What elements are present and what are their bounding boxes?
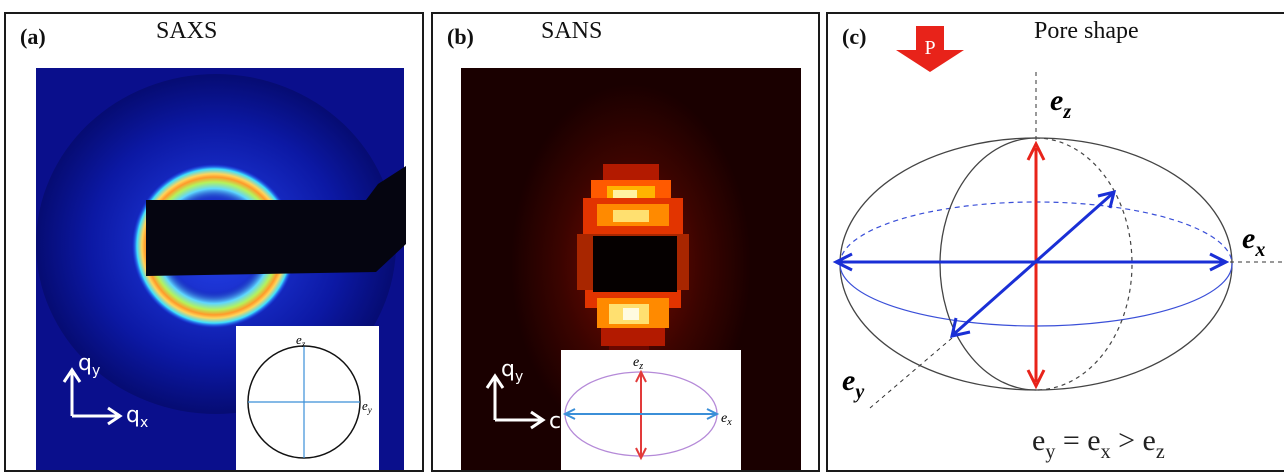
meridian-front [939, 137, 1037, 391]
sans-inset-top-label: ez [633, 355, 643, 372]
panel-title-pore-shape: Pore shape [1034, 18, 1139, 44]
pressure-label: P [924, 37, 935, 59]
panel-title-sans: SANS [541, 18, 603, 44]
ey-arrow [953, 192, 1113, 336]
sans-beamstop [593, 236, 677, 292]
pore-ellipsoid-diagram: P ez ex ey ey = ex > ez [832, 26, 1283, 463]
sans-inset-box [561, 350, 741, 470]
sans-pattern: ez ex qy c [461, 68, 801, 470]
panel-saxs: (a) SAXS ez ey [4, 12, 424, 472]
panel-label-c: (c) [842, 24, 867, 49]
sans-inset-right-label: ex [721, 411, 732, 428]
saxs-q-axes: qy qx [62, 351, 148, 431]
saxs-inset-box [236, 326, 379, 470]
panel-pore-shape: (c) Pore shape P ez ex ey [826, 12, 1284, 472]
saxs-qy-label: qy [78, 351, 100, 379]
panel-sans: (b) SANS [431, 12, 820, 472]
sans-pixel-blob [577, 164, 689, 362]
saxs-qx-label: qx [126, 403, 148, 431]
pressure-arrow: P [896, 26, 964, 72]
panel-label-b: (b) [447, 24, 474, 49]
ey-label: ey [842, 364, 864, 403]
sans-qy-label: qy [501, 357, 523, 385]
meridian-back [1035, 137, 1133, 391]
panel-title-saxs: SAXS [156, 18, 218, 44]
ex-label: ex [1242, 222, 1265, 261]
sans-q-axes: qy c [485, 357, 561, 434]
saxs-inset-right-label: ey [362, 398, 372, 415]
saxs-pattern: ez ey qy qx [36, 68, 406, 470]
axis-relation: ey = ex > ez [1032, 424, 1165, 463]
sans-qx-label: c [549, 409, 561, 434]
saxs-inset-top-label: ez [296, 332, 306, 349]
beamstop [146, 166, 406, 276]
y-axis-extension [869, 337, 953, 409]
ez-label: ez [1050, 84, 1071, 123]
panel-label-a: (a) [20, 24, 46, 49]
